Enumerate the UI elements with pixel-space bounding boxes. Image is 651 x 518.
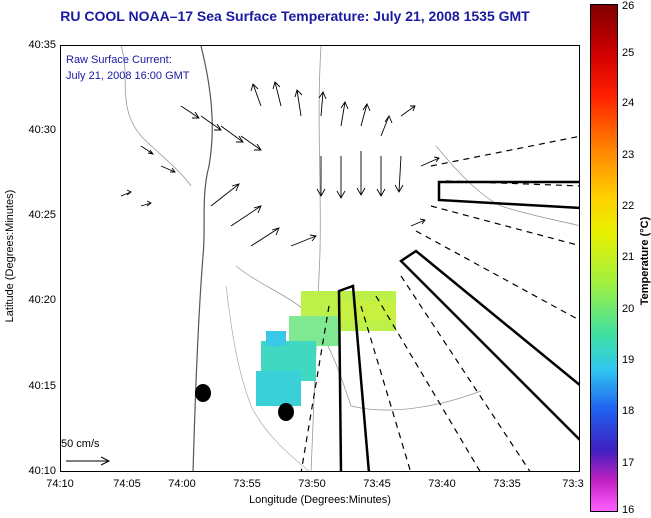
ytick-label: 40:30 <box>28 124 56 136</box>
x-axis-label: Longitude (Degrees:Minutes) <box>249 494 391 506</box>
station-dot-2 <box>278 403 294 421</box>
xtick-label: 74:10 <box>46 478 74 490</box>
colorbar-tick: 19 <box>622 354 635 366</box>
y-axis-label: Latitude (Degrees:Minutes) <box>4 189 16 323</box>
colorbar-tick: 18 <box>622 405 635 417</box>
colorbar-tick: 22 <box>622 200 635 212</box>
ytick-label: 40:15 <box>28 380 56 392</box>
colorbar-tick: 24 <box>622 97 635 109</box>
coastline <box>192 46 213 471</box>
colorbar-tick: 23 <box>622 149 635 161</box>
map-plot-area: Raw Surface Current: July 21, 2008 16:00… <box>60 45 580 472</box>
ytick-label: 40:35 <box>28 39 56 51</box>
colorbar-tick: 25 <box>622 47 635 59</box>
track-box-2 <box>399 249 579 441</box>
ytick-label: 40:20 <box>28 294 56 306</box>
colorbar-tick: 17 <box>622 457 635 469</box>
ytick-label: 40:10 <box>28 465 56 477</box>
depth-contour-1 <box>120 46 192 187</box>
ytick-label: 40:25 <box>28 209 56 221</box>
depth-contour-4 <box>435 145 579 226</box>
xtick-label: 73:50 <box>298 478 326 490</box>
scale-label: 50 cm/s <box>61 438 100 450</box>
current-label-line2: July 21, 2008 16:00 GMT <box>66 70 190 82</box>
station-dot-1 <box>195 384 211 402</box>
track-box-1 <box>437 180 579 210</box>
current-vectors <box>120 81 440 247</box>
current-label-line1: Raw Surface Current: <box>66 54 172 66</box>
xtick-label: 73:55 <box>233 478 261 490</box>
xtick-label: 74:00 <box>168 478 196 490</box>
map-svg <box>66 46 579 471</box>
xtick-label: 73:3 <box>562 478 584 490</box>
colorbar-tick: 16 <box>622 504 635 516</box>
colorbar-tick: 26 <box>622 0 635 12</box>
colorbar-tick: 20 <box>622 303 635 315</box>
xtick-label: 74:05 <box>113 478 141 490</box>
map-title: RU COOL NOAA–17 Sea Surface Temperature:… <box>60 8 530 24</box>
colorbar-tick: 21 <box>622 251 635 263</box>
depth-contour-2 <box>310 46 322 471</box>
colorbar-label: Temperature (°C) <box>639 216 651 306</box>
scale-arrow <box>66 456 111 466</box>
xtick-label: 73:40 <box>428 478 456 490</box>
depth-contour-3 <box>235 265 482 411</box>
depth-contour-5 <box>225 285 310 471</box>
track-box-3 <box>337 284 371 471</box>
colorbar <box>590 4 618 512</box>
xtick-label: 73:45 <box>363 478 391 490</box>
sst-patch <box>256 291 396 406</box>
dashed-rays <box>300 135 579 471</box>
xtick-label: 73:35 <box>493 478 521 490</box>
